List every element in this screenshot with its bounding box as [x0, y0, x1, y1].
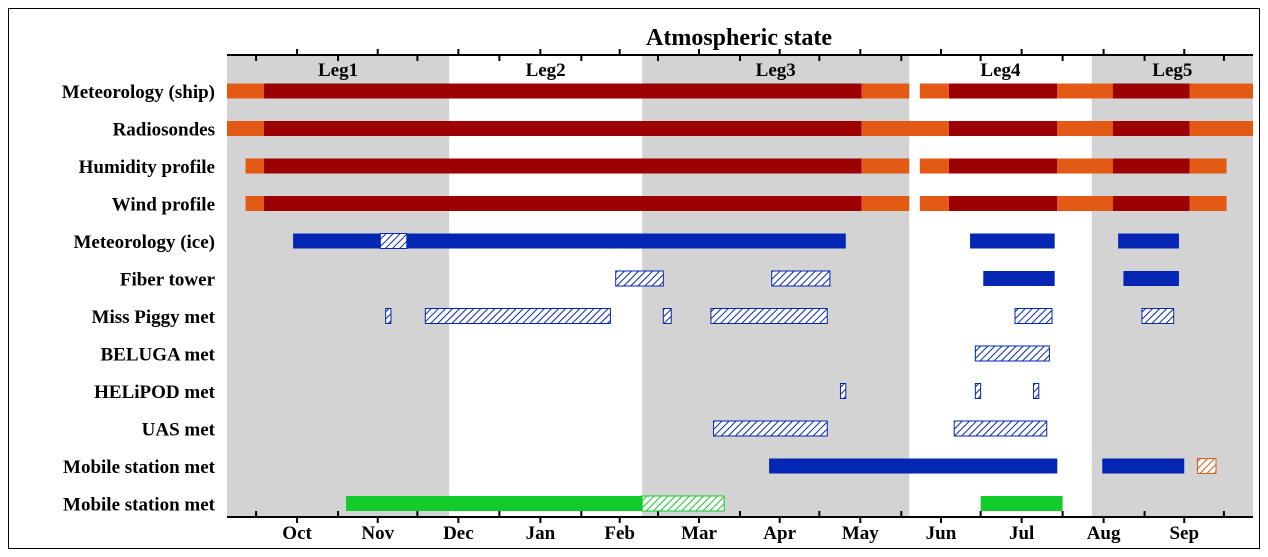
bar-segment-orange [1189, 196, 1227, 211]
bar-segment-orange [919, 158, 949, 174]
bar-segment-orange [1057, 158, 1113, 174]
month-label-nov: Nov [361, 523, 394, 544]
bar-segment-blue [769, 458, 1058, 474]
bar-segment-blue [293, 233, 381, 249]
leg-labels-layer: Leg1 Leg2 Leg3 Leg4 Leg5 [318, 60, 1192, 81]
bar-segment-orange [245, 196, 265, 211]
bar-segment-darkred [948, 121, 1058, 136]
leg-label-1: Leg1 [318, 60, 358, 81]
month-labels-layer: Oct Nov Dec Jan Feb Mar Apr May Jun Jul Aug Sep [282, 523, 1199, 544]
chart-frame: Atmospheric state Leg1 Leg2 Leg3 Leg4 Leg5 M… [8, 8, 1260, 549]
bar-segment-blue-hatch [1014, 308, 1053, 324]
bar-segment-orange [861, 83, 910, 99]
bar-segment-darkred [1112, 121, 1190, 136]
bar-segment-darkred [264, 158, 862, 174]
bar-segment-green [345, 496, 643, 511]
bar-segment-orange [245, 158, 265, 174]
month-label-feb: Feb [604, 523, 635, 544]
leg-label-3: Leg3 [756, 60, 796, 81]
month-label-mar: Mar [681, 523, 717, 544]
bar-segment-orange [1057, 83, 1113, 99]
bar-segment-orange [861, 121, 949, 136]
row-label: Fiber tower [120, 270, 216, 291]
month-label-aug: Aug [1087, 523, 1121, 544]
leg-label-5: Leg5 [1152, 60, 1192, 81]
bar-segment-blue [1102, 458, 1185, 474]
month-label-jun: Jun [926, 523, 957, 544]
month-label-oct: Oct [282, 523, 312, 544]
bar-segment-orange [1189, 158, 1227, 174]
row-label: Mobile station met [63, 495, 216, 516]
chart-title: Atmospheric state [646, 25, 832, 51]
row-label: Wind profile [112, 195, 215, 216]
bar-segment-orange [1057, 196, 1113, 211]
bar-segment-blue [406, 233, 846, 249]
row-label: Humidity profile [79, 157, 215, 178]
month-label-sep: Sep [1169, 523, 1199, 544]
bar-segment-blue-hatch [424, 308, 611, 324]
bar-segment-blue-hatch [1141, 308, 1175, 324]
bar-segment-darkred [1112, 83, 1190, 99]
bar-segment-blue-hatch [974, 383, 982, 399]
bar-segment-blue-hatch [615, 270, 664, 287]
bar-segment-blue-hatch [771, 270, 831, 287]
row-label: Radiosondes [113, 120, 215, 141]
month-label-apr: Apr [763, 523, 796, 544]
bar-segment-orange [861, 196, 910, 211]
bar-segment-blue-hatch [839, 383, 847, 399]
bar-segment-darkred [948, 83, 1058, 99]
bar-segment-darkred [1112, 196, 1190, 211]
row-label: HELiPOD met [94, 382, 216, 403]
bar-segment-green [980, 496, 1063, 511]
month-label-may: May [842, 523, 879, 544]
bar-segment-blue-hatch [974, 345, 1050, 362]
axes-layer [227, 49, 1253, 523]
row-label: Miss Piggy met [92, 307, 216, 328]
bar-segment-blue-hatch [953, 420, 1048, 437]
row-label: UAS met [142, 420, 216, 441]
bar-segment-darkred [948, 158, 1058, 174]
bar-segment-blue-hatch [1033, 383, 1040, 399]
bar-segment-green-hatch [641, 495, 725, 512]
bar-segment-orange-hatch [1196, 458, 1217, 474]
atmospheric-state-timeline-chart: Atmospheric state Leg1 Leg2 Leg3 Leg4 Leg5 M… [62, 25, 1253, 544]
bar-segment-orange [227, 83, 265, 99]
bar-segment-blue-hatch [713, 420, 828, 437]
bar-segment-darkred [948, 196, 1058, 211]
month-label-jan: Jan [526, 523, 556, 544]
bar-segment-blue-hatch [662, 308, 672, 324]
bar-segment-blue-hatch [379, 233, 408, 249]
bar-segment-blue [970, 233, 1055, 249]
bar-segment-orange [919, 196, 949, 211]
bar-segment-darkred [264, 196, 862, 211]
bar-segment-blue [1118, 233, 1179, 249]
leg-label-4: Leg4 [980, 60, 1021, 81]
bar-segment-orange [1189, 121, 1253, 136]
row-label: Meteorology (ice) [73, 232, 215, 253]
bar-segment-blue [983, 271, 1055, 286]
month-label-dec: Dec [443, 523, 474, 544]
bar-segment-darkred [264, 83, 862, 99]
bar-segment-orange [861, 158, 910, 174]
bar-segment-orange [1189, 83, 1253, 99]
bar-segment-blue [1123, 271, 1179, 286]
bars-layer [227, 83, 1253, 512]
bar-segment-orange [919, 83, 949, 99]
bar-segment-blue-hatch [385, 308, 392, 324]
month-label-jul: Jul [1009, 523, 1034, 544]
bar-segment-orange [227, 121, 265, 136]
bar-segment-darkred [264, 121, 862, 136]
row-labels-layer: Meteorology (ship) Radiosondes Humidity pr… [62, 82, 216, 516]
row-label: Mobile station met [63, 457, 216, 478]
row-label: Meteorology (ship) [62, 82, 215, 103]
bar-segment-darkred [1112, 158, 1190, 174]
bar-segment-blue-hatch [710, 308, 828, 324]
bar-segment-orange [1057, 121, 1113, 136]
row-label: BELUGA met [100, 345, 215, 366]
leg-label-2: Leg2 [526, 60, 566, 81]
